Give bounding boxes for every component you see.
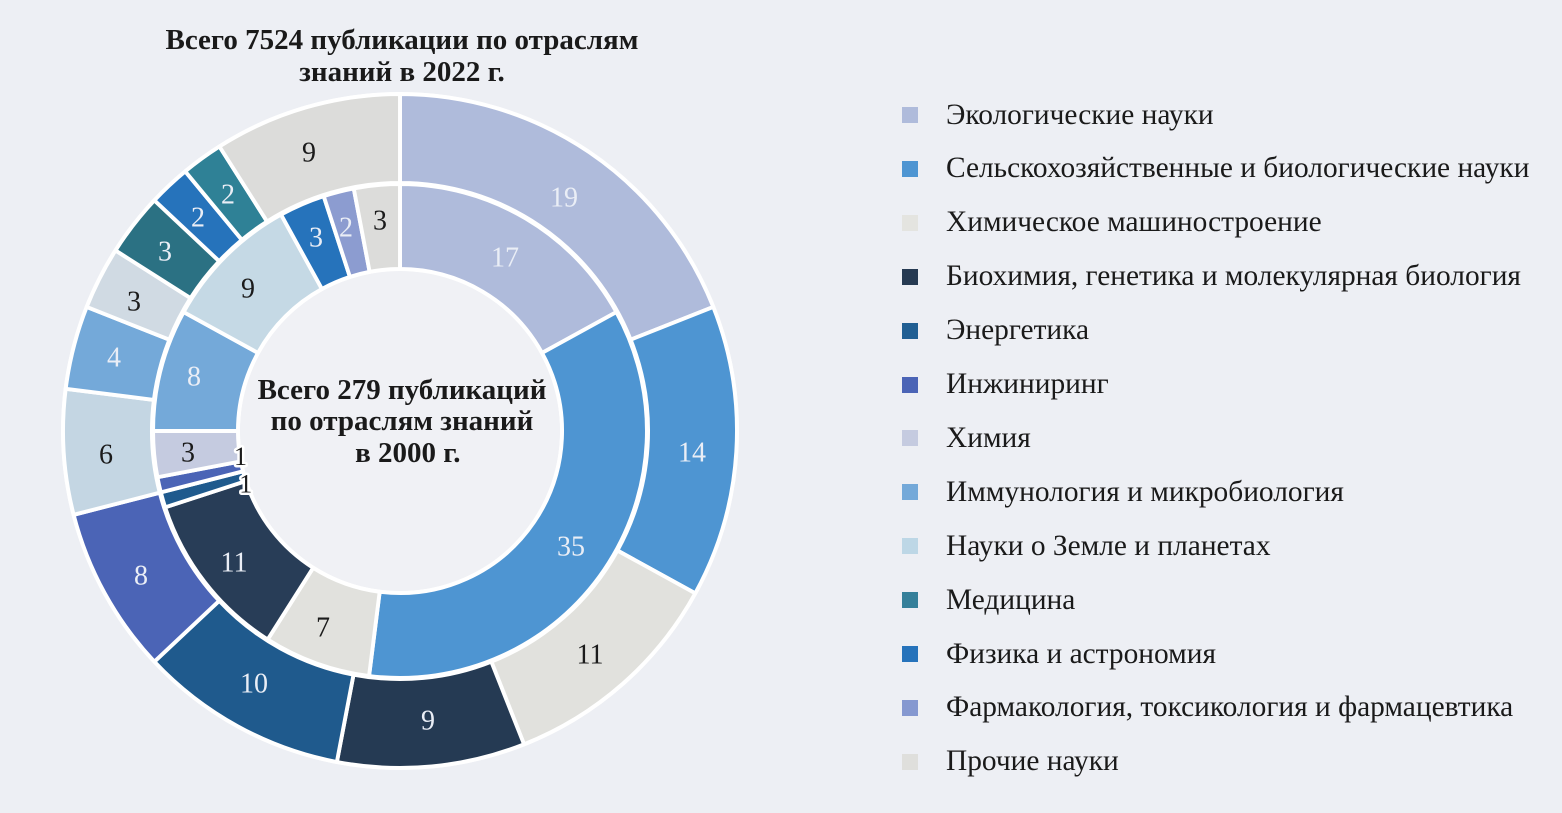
svg-text:2: 2 — [221, 180, 235, 211]
svg-text:11: 11 — [221, 548, 248, 579]
svg-text:10: 10 — [240, 669, 268, 700]
svg-text:3: 3 — [309, 223, 323, 254]
svg-text:2: 2 — [191, 203, 205, 234]
svg-text:8: 8 — [134, 561, 148, 592]
svg-text:8: 8 — [187, 362, 201, 393]
svg-text:35: 35 — [557, 532, 585, 563]
svg-text:19: 19 — [550, 183, 578, 214]
svg-text:4: 4 — [107, 343, 121, 374]
svg-text:9: 9 — [421, 706, 435, 737]
svg-text:11: 11 — [577, 640, 604, 671]
svg-text:3: 3 — [158, 237, 172, 268]
svg-text:3: 3 — [373, 206, 387, 237]
svg-text:1: 1 — [239, 470, 252, 499]
svg-text:6: 6 — [99, 440, 113, 471]
svg-text:17: 17 — [491, 243, 519, 274]
svg-text:9: 9 — [241, 274, 255, 305]
svg-text:3: 3 — [181, 438, 195, 469]
svg-text:14: 14 — [678, 438, 706, 469]
svg-text:3: 3 — [127, 287, 141, 318]
svg-text:2: 2 — [339, 213, 353, 244]
svg-text:7: 7 — [316, 613, 330, 644]
svg-text:9: 9 — [302, 138, 316, 169]
svg-text:1: 1 — [234, 442, 247, 471]
